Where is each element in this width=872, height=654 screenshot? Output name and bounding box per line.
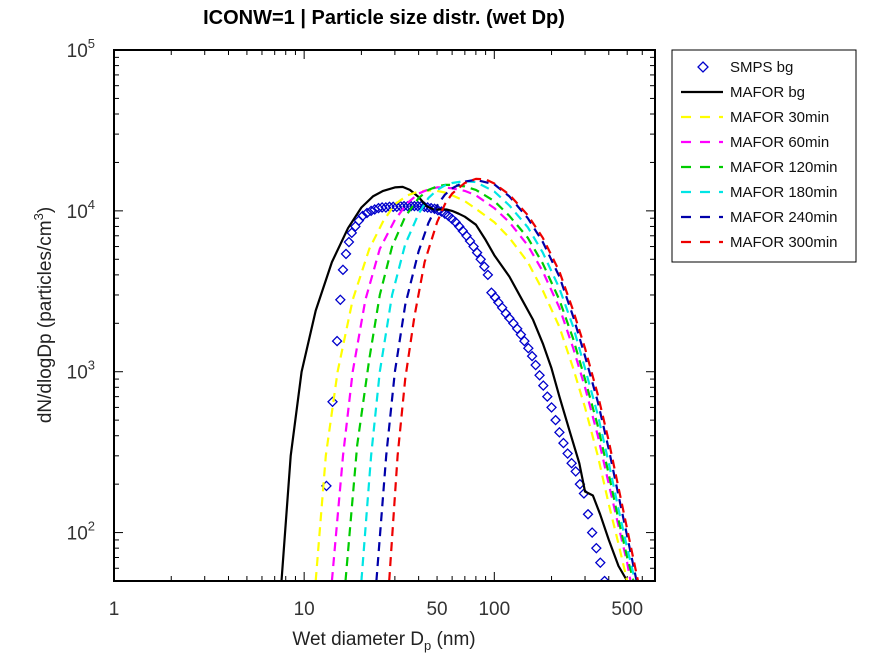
- series-line-mafor-180min: [360, 180, 637, 581]
- legend-label-mafor-300min: MAFOR 300min: [730, 234, 838, 251]
- smps-point: [331, 335, 343, 347]
- smps-point: [412, 200, 424, 212]
- smps-point: [586, 527, 598, 538]
- x-tick-label: 100: [478, 599, 510, 620]
- y-tick-labels: 102 103 104 105: [67, 36, 95, 545]
- smps-point: [357, 210, 369, 222]
- smps-point: [594, 557, 606, 569]
- smps-point: [570, 465, 582, 477]
- smps-point: [550, 414, 561, 426]
- legend-label-mafor-60min: MAFOR 60min: [730, 134, 829, 151]
- smps-point: [541, 391, 553, 403]
- legend-label-mafor-30min: MAFOR 30min: [730, 109, 829, 126]
- chart-title: ICONW=1 | Particle size distr. (wet Dp): [203, 7, 565, 29]
- smps-point: [558, 437, 569, 449]
- legend-label-mafor-180min: MAFOR 180min: [730, 184, 838, 201]
- x-tick-label: 500: [611, 599, 643, 620]
- smps-point: [553, 426, 565, 438]
- y-tick-label: 105: [67, 36, 95, 62]
- smps-point: [534, 369, 545, 381]
- smps-point: [398, 200, 410, 212]
- series-line-mafor-bg: [280, 185, 629, 581]
- smps-point: [515, 329, 527, 341]
- smps-point: [471, 247, 483, 259]
- y-tick-label: 102: [67, 519, 95, 545]
- smps-point: [526, 350, 538, 362]
- smps-point: [546, 401, 557, 413]
- smps-point: [518, 335, 530, 347]
- smps-point: [537, 380, 549, 392]
- legend: SMPS bg MAFOR bg MAFOR 30min MAFOR 60min MAF…: [671, 49, 857, 263]
- legend-label-mafor-120min: MAFOR 120min: [730, 159, 838, 176]
- series-line-mafor-30min: [314, 189, 629, 581]
- legend-label-mafor-240min: MAFOR 240min: [730, 209, 838, 226]
- smps-point: [361, 207, 373, 219]
- x-axis-label: Wet diameter Dp (nm): [292, 629, 475, 653]
- legend-box: [671, 49, 857, 263]
- smps-point: [337, 264, 349, 276]
- smps-point: [522, 342, 534, 354]
- y-tick-label: 103: [67, 358, 95, 384]
- x-tick-label: 1: [109, 599, 120, 620]
- plot-frame: [113, 49, 656, 582]
- smps-point: [478, 261, 490, 273]
- x-tick-labels: 1 10 50 100 500: [109, 599, 643, 620]
- y-tick-label: 104: [67, 197, 95, 223]
- smps-point: [346, 227, 358, 239]
- smps-point: [582, 508, 594, 520]
- smps-point: [482, 269, 494, 281]
- smps-point: [590, 542, 602, 554]
- smps-point: [475, 253, 487, 265]
- smps-point: [599, 575, 610, 581]
- smps-point: [340, 248, 352, 260]
- smps-point: [327, 396, 338, 408]
- series-line-mafor-120min: [344, 183, 635, 581]
- y-axis-label: dN/dlogDp (particles/cm3): [31, 207, 56, 423]
- smps-point: [530, 359, 542, 371]
- x-tick-label: 50: [426, 599, 447, 620]
- legend-marker-smps-bg: [697, 61, 709, 73]
- x-tick-label: 10: [294, 599, 315, 620]
- legend-label-mafor-bg: MAFOR bg: [730, 84, 805, 101]
- series-line-mafor-60min: [330, 186, 632, 581]
- smps-point: [343, 236, 355, 248]
- smps-point: [562, 448, 574, 459]
- series-line-mafor-240min: [375, 178, 638, 581]
- series-line-mafor-300min: [388, 177, 640, 581]
- smps-point: [418, 201, 430, 213]
- smps-point: [566, 457, 578, 469]
- plot-area: [114, 50, 655, 581]
- smps-point: [365, 205, 377, 217]
- smps-point: [334, 294, 346, 306]
- plot-lines: [280, 177, 640, 581]
- legend-label-smps-bg: SMPS bg: [730, 59, 793, 76]
